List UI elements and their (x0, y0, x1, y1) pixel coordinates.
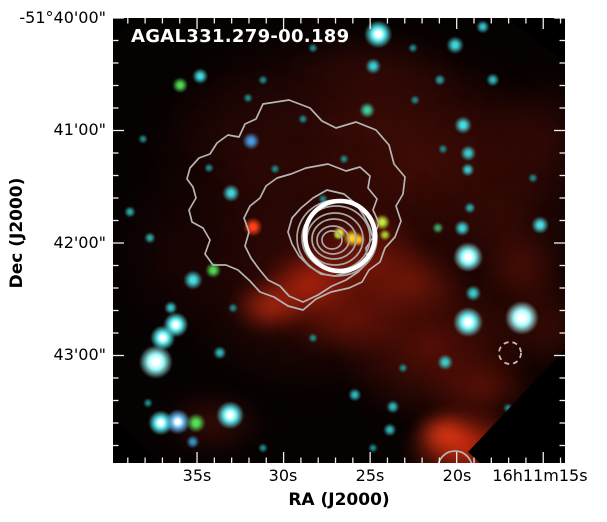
star-field-layer (113, 18, 565, 463)
contour-and-ticks-overlay (113, 18, 565, 463)
x-tick-label-25s: 25s (355, 466, 385, 485)
contour-line (437, 450, 473, 463)
x-tick-label-16h11m15s: 16h11m15s (492, 466, 588, 485)
contour-line (306, 212, 364, 266)
star (385, 399, 401, 415)
star (269, 163, 281, 175)
rotated-frame-corner (113, 415, 158, 463)
contour-line (243, 163, 380, 303)
star (382, 422, 398, 438)
y-axis-title: Dec (J2000) (7, 177, 27, 289)
star (143, 231, 157, 245)
dashed-source-circle (498, 341, 522, 365)
source-name-title: AGAL331.279-00.189 (131, 26, 350, 47)
star (307, 42, 319, 54)
star (463, 201, 477, 215)
sky-image: AGAL331.279-00.189 (113, 18, 565, 463)
rotated-frame-corner (507, 18, 565, 62)
star (460, 162, 476, 178)
y-tick-label-43-00: 43'00" (53, 345, 106, 365)
contour-line (311, 218, 357, 260)
star (347, 387, 363, 403)
star (203, 162, 215, 174)
star (363, 19, 393, 49)
star (502, 402, 514, 414)
star (332, 229, 344, 241)
star (221, 183, 241, 203)
star (138, 344, 174, 380)
rotated-frame-corner (113, 18, 131, 44)
contour-line (316, 225, 350, 255)
star (317, 193, 329, 205)
star (171, 76, 189, 94)
star (182, 269, 204, 291)
x-tick-label-30s: 30s (268, 466, 298, 485)
star (242, 216, 264, 238)
nebula-blob (358, 243, 468, 323)
star (452, 241, 484, 273)
star (459, 144, 477, 162)
y-tick-label-40-00: -51°40'00" (19, 8, 106, 28)
x-tick-label-20s: 20s (442, 466, 472, 485)
x-axis-title: RA (J2000) (288, 490, 390, 510)
nebula-blob (483, 228, 563, 308)
star (191, 67, 209, 85)
x-tick-label-35s: 35s (182, 466, 212, 485)
star (137, 133, 149, 145)
star (409, 94, 421, 106)
star (257, 442, 269, 454)
star (431, 221, 445, 235)
contour-line (321, 230, 343, 250)
star (504, 300, 540, 336)
star (307, 332, 319, 344)
star (367, 442, 379, 454)
star (436, 353, 454, 371)
star (215, 400, 245, 430)
contour-line (186, 99, 406, 311)
star (123, 205, 137, 219)
star (364, 57, 382, 75)
star (241, 131, 261, 151)
star (257, 74, 269, 86)
star (407, 42, 419, 54)
star (212, 345, 228, 361)
star (227, 302, 239, 314)
star (437, 143, 449, 155)
clump-marker-circle (302, 198, 378, 274)
star (142, 397, 154, 409)
star (475, 19, 491, 35)
star (453, 115, 473, 135)
star (453, 219, 471, 237)
star (242, 92, 254, 104)
star (297, 113, 309, 125)
star (464, 284, 482, 302)
star (527, 172, 539, 184)
star (358, 101, 376, 119)
star (378, 228, 392, 242)
star (485, 72, 501, 88)
star (185, 412, 207, 434)
star (397, 362, 409, 374)
y-tick-label-41-00: 41'00" (53, 120, 106, 140)
star (530, 215, 550, 235)
y-tick-label-42-00: 42'00" (53, 233, 106, 253)
star (433, 73, 447, 87)
star (338, 153, 350, 165)
star (185, 434, 201, 450)
star (452, 306, 484, 338)
star (445, 35, 465, 55)
rotated-frame-corner (468, 349, 565, 463)
